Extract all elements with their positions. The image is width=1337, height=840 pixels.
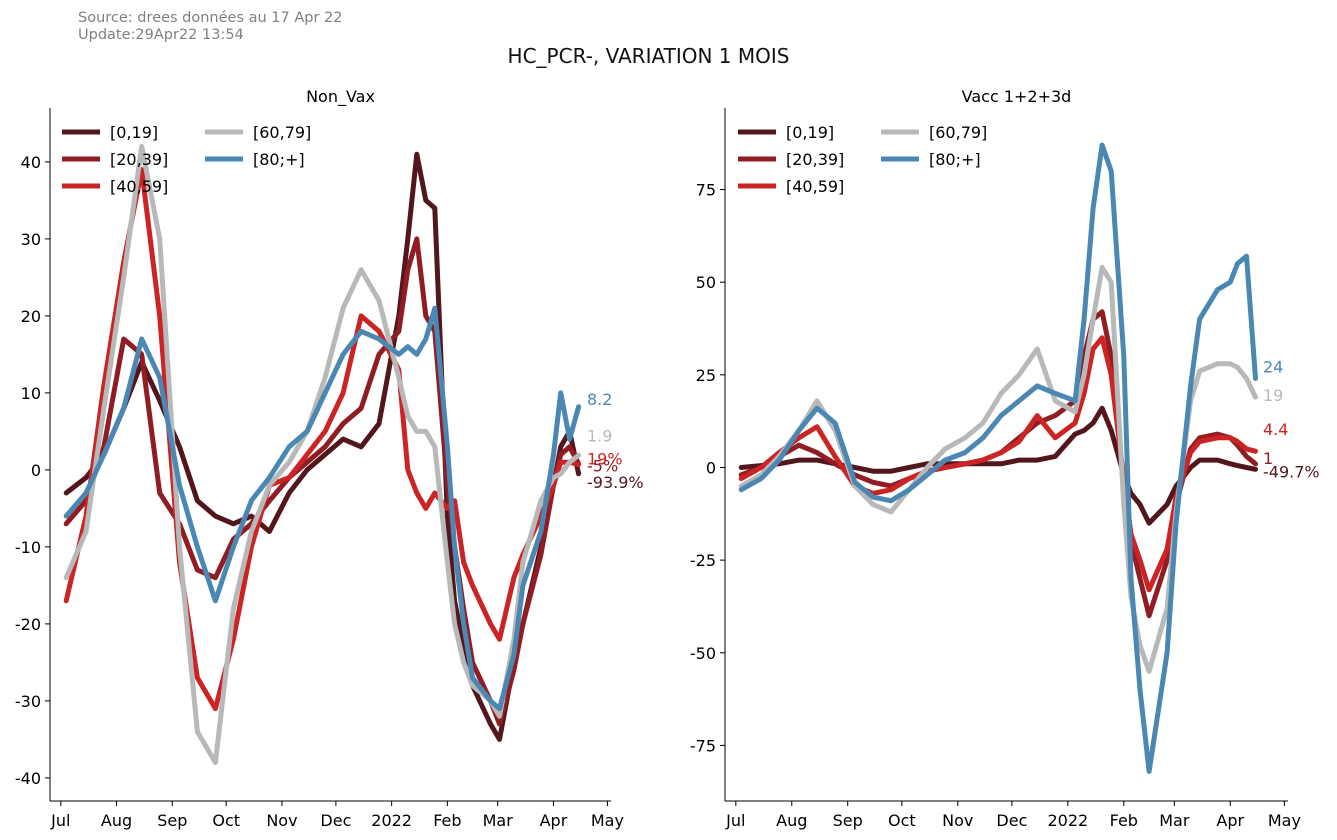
legend-label: [60,79] xyxy=(253,123,311,142)
panel-title: Non_Vax xyxy=(306,87,375,107)
legend-label: [40,59] xyxy=(786,177,844,196)
x-tick-label: Nov xyxy=(266,811,297,830)
source-note: Source: drees données au 17 Apr 22 xyxy=(78,10,343,26)
y-tick-label: 10 xyxy=(21,384,41,403)
x-tick-label: 2022 xyxy=(371,811,412,830)
end-value-label: -5% xyxy=(587,457,618,476)
x-tick-label: 2022 xyxy=(1047,811,1088,830)
y-tick-label: 0 xyxy=(31,461,41,480)
figure-title: HC_PCR-, VARIATION 1 MOIS xyxy=(507,44,790,68)
legend-label: [80;+] xyxy=(929,150,981,169)
x-tick-label: May xyxy=(1268,811,1301,830)
end-value-label: 8.2 xyxy=(587,390,612,409)
x-tick-label: Dec xyxy=(996,811,1027,830)
x-tick-label: Aug xyxy=(101,811,132,830)
end-value-label: 19% xyxy=(587,450,623,469)
series-line xyxy=(63,167,582,712)
series-line xyxy=(738,142,1258,774)
y-tick-label: -40 xyxy=(15,769,41,788)
y-tick-label: 30 xyxy=(21,230,41,249)
series-line xyxy=(738,264,1258,674)
x-tick-label: May xyxy=(591,811,624,830)
series-line xyxy=(63,305,582,712)
y-tick-label: -20 xyxy=(15,615,41,634)
y-tick-label: 40 xyxy=(21,153,41,172)
legend-label: [80;+] xyxy=(253,150,305,169)
chart-panel-1: Non_Vax -40 -30 -20 -10 0 10 20 30 40 Jul Aug Sep Oct… xyxy=(15,87,644,830)
end-value-label: -49.7% xyxy=(1263,462,1320,481)
legend-label: [20,39] xyxy=(786,150,844,169)
end-value-label: 1 xyxy=(1263,449,1273,468)
end-value-label: -93.9% xyxy=(587,473,644,492)
x-tick-label: Mar xyxy=(1159,811,1190,830)
update-note: Update:29Apr22 13:54 xyxy=(78,27,244,43)
y-tick-label: -10 xyxy=(15,538,41,557)
y-tick-label: -25 xyxy=(690,551,716,570)
x-tick-label: Oct xyxy=(212,811,240,830)
y-tick-label: -75 xyxy=(690,736,716,755)
x-tick-label: Feb xyxy=(433,811,461,830)
y-tick-label: 50 xyxy=(696,273,716,292)
x-tick-label: Aug xyxy=(776,811,807,830)
end-value-label: 1.9 xyxy=(587,426,612,445)
x-tick-label: Mar xyxy=(483,811,514,830)
y-tick-label: 25 xyxy=(696,366,716,385)
y-tick-label: 0 xyxy=(706,458,716,477)
end-value-label: 19 xyxy=(1263,386,1283,405)
y-tick-label: -30 xyxy=(15,692,41,711)
x-tick-label: Apr xyxy=(540,811,568,830)
x-tick-label: Apr xyxy=(1216,811,1244,830)
legend-label: [0,19] xyxy=(110,123,158,142)
y-tick-label: 75 xyxy=(696,181,716,200)
legend-label: [0,19] xyxy=(786,123,834,142)
legend-label: [20,39] xyxy=(110,150,168,169)
x-tick-label: Feb xyxy=(1110,811,1138,830)
legend-label: [40,59] xyxy=(110,177,168,196)
y-tick-label: -50 xyxy=(690,644,716,663)
x-tick-label: Sep xyxy=(833,811,863,830)
legend-label: [60,79] xyxy=(929,123,987,142)
x-tick-label: Jul xyxy=(725,811,745,830)
y-tick-label: 20 xyxy=(21,307,41,326)
end-value-label: 4.4 xyxy=(1263,420,1288,439)
panel-title: Vacc 1+2+3d xyxy=(962,87,1072,106)
end-value-label: 24 xyxy=(1263,358,1283,377)
series-line xyxy=(63,236,582,727)
x-tick-label: Nov xyxy=(942,811,973,830)
x-tick-label: Oct xyxy=(888,811,916,830)
x-tick-label: Dec xyxy=(320,811,351,830)
x-tick-label: Sep xyxy=(157,811,187,830)
chart-panel-2: Vacc 1+2+3d -75 -50 -25 0 25 50 75 Jul Aug Sep Oct N… xyxy=(690,87,1320,830)
x-tick-label: Jul xyxy=(50,811,70,830)
